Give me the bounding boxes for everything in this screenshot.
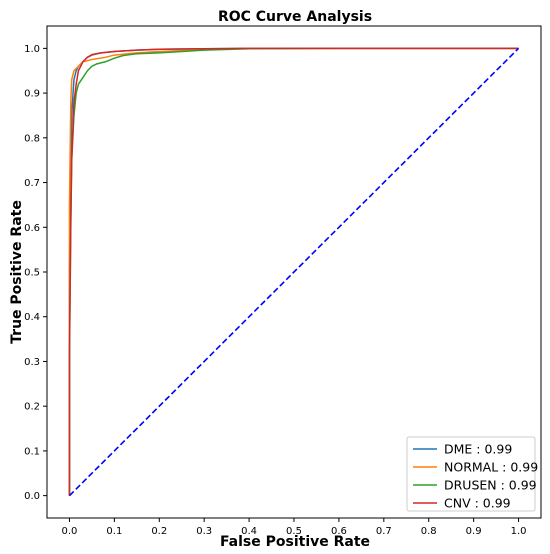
y-tick-label: 0.2 — [24, 402, 40, 413]
legend-label: CNV : 0.99 — [444, 496, 511, 511]
x-tick-label: 1.0 — [511, 526, 527, 537]
x-tick-label: 0.9 — [466, 526, 482, 537]
y-axis: 0.0 0.1 0.2 0.3 0.4 0.5 0.6 0.7 0.8 0.9 1.0 — [24, 44, 47, 502]
legend-box — [406, 436, 536, 512]
x-tick-label: 0.0 — [62, 526, 78, 537]
plot-area — [68, 47, 520, 497]
y-tick-label: 0.4 — [24, 312, 40, 323]
y-tick-label: 0.1 — [24, 446, 40, 457]
y-tick-label: 0.9 — [24, 89, 40, 100]
legend-label: DRUSEN : 0.99 — [444, 478, 537, 493]
x-axis-title: False Positive Rate — [220, 534, 370, 550]
y-tick-label: 0.7 — [24, 178, 40, 189]
x-tick-label: 0.7 — [376, 526, 392, 537]
y-tick-label: 0.8 — [24, 133, 40, 144]
y-tick-label: 1.0 — [24, 44, 40, 55]
x-tick-label: 0.4 — [241, 526, 257, 537]
chart-title: ROC Curve Analysis — [218, 9, 372, 25]
legend-label: NORMAL : 0.99 — [444, 460, 538, 475]
x-tick-label: 0.2 — [151, 526, 167, 537]
x-tick-label: 0.5 — [286, 526, 302, 537]
roc-line-cnv — [68, 47, 519, 496]
x-tick-label: 0.6 — [331, 526, 347, 537]
y-axis-title: True Positive Rate — [9, 200, 25, 344]
x-tick-label: 0.8 — [421, 526, 437, 537]
x-tick-label: 0.3 — [196, 526, 212, 537]
y-tick-label: 0.0 — [24, 491, 40, 502]
y-tick-label: 0.6 — [24, 223, 40, 234]
legend-label: DME : 0.99 — [444, 442, 512, 457]
chance-line — [68, 47, 520, 497]
y-tick-label: 0.5 — [24, 268, 40, 279]
y-tick-label: 0.3 — [24, 357, 40, 368]
legend: DME : 0.99 NORMAL : 0.99 DRUSEN : 0.99 CNV … — [406, 436, 538, 512]
x-tick-label: 0.1 — [106, 526, 122, 537]
x-axis: 0.0 0.1 0.2 0.3 0.4 0.5 0.6 0.7 0.8 0.9 1.0 — [62, 518, 527, 537]
